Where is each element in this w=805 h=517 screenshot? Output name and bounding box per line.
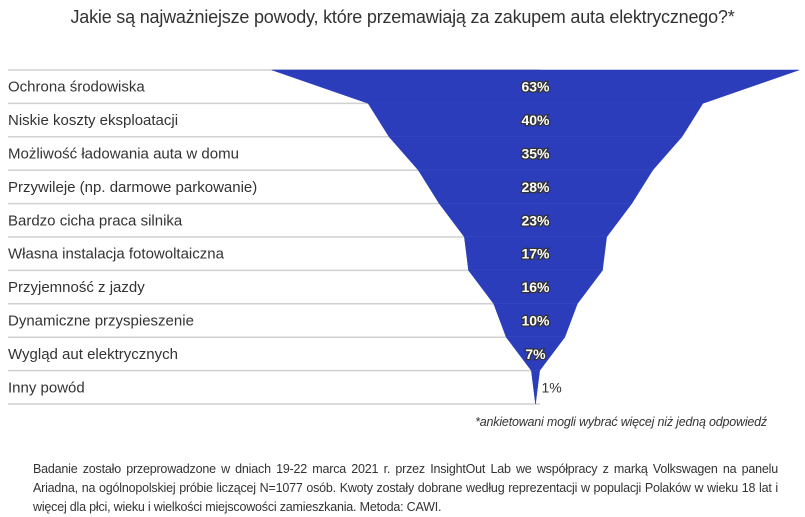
value-label: 1%	[542, 379, 562, 395]
category-label: Inny powód	[8, 379, 85, 396]
value-label: 10%	[521, 313, 550, 329]
value-label: 17%	[521, 246, 550, 262]
category-label: Bardzo cicha praca silnika	[8, 212, 183, 229]
category-label: Wygląd aut elektrycznych	[8, 346, 178, 363]
category-label: Ochrona środowiska	[8, 79, 145, 96]
footnote: *ankietowani mogli wybrać więcej niż jed…	[475, 415, 767, 429]
value-label: 35%	[521, 146, 550, 162]
category-label: Niskie koszty eksploatacji	[8, 112, 178, 129]
methodology-note: Badanie zostało przeprowadzone w dniach …	[33, 462, 778, 514]
funnel-chart: Ochrona środowiska 63% Niskie koszty ekspl…	[8, 69, 800, 405]
category-label: Przywileje (np. darmowe parkowanie)	[8, 179, 257, 196]
value-label: 40%	[521, 112, 550, 128]
category-label: Własna instalacja fotowoltaiczna	[8, 246, 225, 263]
value-label: 63%	[521, 79, 550, 95]
value-label: 28%	[521, 179, 550, 195]
category-label: Dynamiczne przyspieszenie	[8, 313, 194, 330]
value-label: 23%	[521, 212, 550, 228]
funnel-segment	[531, 370, 540, 405]
value-label: 16%	[521, 279, 550, 295]
category-label: Możliwość ładowania auta w domu	[8, 146, 239, 163]
chart-title: Jakie są najważniejsze powody, które prz…	[70, 7, 735, 27]
category-label: Przyjemność z jazdy	[8, 279, 145, 296]
value-label: 7%	[525, 346, 546, 362]
